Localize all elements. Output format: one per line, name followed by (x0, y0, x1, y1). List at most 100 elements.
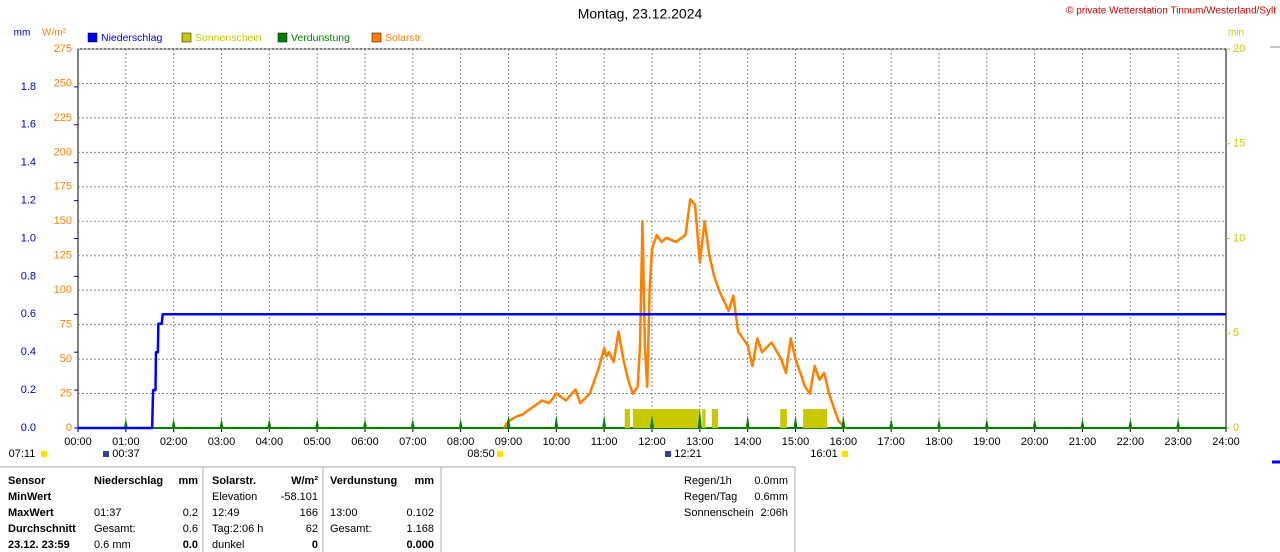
table-cell: 166 (300, 507, 318, 519)
table-cell: Verdunstung (330, 475, 397, 487)
spike (889, 418, 894, 428)
event-icon (103, 451, 109, 457)
x-tick-label: 06:00 (351, 436, 379, 448)
table-cell: Niederschlag (94, 475, 163, 487)
summary-value: 2:06h (760, 507, 788, 519)
table-cell: 0.6 (183, 523, 198, 535)
spike (123, 418, 128, 428)
summary-label: Regen/1h (684, 475, 732, 487)
spike (410, 418, 415, 428)
x-tick-label: 16:00 (830, 436, 858, 448)
x-tick-label: 18:00 (925, 436, 953, 448)
x-tick-label: 22:00 (1117, 436, 1145, 448)
table-cell: 23.12. 23:59 (8, 539, 70, 551)
table-cell: mm (414, 475, 434, 487)
x-tick-label: 17:00 (877, 436, 905, 448)
legend-label: Solarstr. (385, 32, 424, 44)
x-tick-label: 00:00 (64, 436, 92, 448)
spike (793, 414, 798, 428)
sun-bar (803, 409, 828, 428)
table-cell: mm (178, 475, 198, 487)
y3-tick-label: 0 (1233, 422, 1239, 434)
y3-tick-label: 10 (1233, 232, 1245, 244)
legend-label: Sonnenschein (195, 32, 262, 44)
x-tick-label: 07:00 (399, 436, 427, 448)
summary-label: Sonnenschein (684, 507, 754, 519)
event-icon (842, 451, 848, 457)
y2-tick-label: 100 (54, 284, 72, 296)
sun-bar (711, 409, 719, 428)
x-tick-label: 02:00 (160, 436, 188, 448)
credit: © private Wetterstation Tinnum/Westerlan… (1066, 6, 1276, 17)
x-tick-label: 05:00 (303, 436, 331, 448)
y-tick-label: 0.6 (21, 308, 36, 320)
spike (171, 418, 176, 428)
table-cell: MaxWert (8, 507, 54, 519)
y2-tick-label: 150 (54, 215, 72, 227)
y-tick-label: 0.4 (21, 346, 36, 358)
series-line (502, 197, 847, 429)
summary-label: Regen/Tag (684, 491, 737, 503)
y2-unit: W/m² (42, 28, 67, 39)
legend-label: Verdunstung (291, 32, 350, 44)
spike (315, 418, 320, 428)
legend-swatch (371, 32, 382, 43)
x-tick-label: 11:00 (591, 436, 618, 448)
y-tick-label: 1.0 (21, 232, 36, 244)
table-cell: 12:49 (212, 507, 240, 519)
spike (219, 418, 224, 428)
spike (745, 414, 750, 428)
table-cell: W/m² (291, 475, 318, 487)
table-cell: MinWert (8, 491, 52, 503)
table-cell: Elevation (212, 491, 257, 503)
table-cell: Durchschnitt (8, 523, 76, 535)
legend-swatch (87, 32, 98, 43)
sun-bar (702, 409, 706, 428)
y2-tick-label: 225 (54, 112, 72, 124)
table-cell: 0.0 (183, 539, 198, 551)
table-cell: 0 (312, 539, 318, 551)
table-cell: Solarstr. (212, 475, 256, 487)
x-tick-label: 23:00 (1164, 436, 1192, 448)
y2-tick-label: 25 (60, 387, 72, 399)
spike (554, 414, 559, 428)
table-cell: -58.101 (281, 491, 318, 503)
event-time: 08:50 (467, 448, 495, 460)
y2-tick-label: 0 (66, 422, 72, 434)
table-cell: 0.102 (406, 507, 434, 519)
event-time: 16:01 (810, 448, 838, 460)
y3-tick-label: 20 (1233, 43, 1245, 55)
y3-tick-label: 5 (1233, 327, 1239, 339)
table-cell: 62 (306, 523, 318, 535)
sun-bar (780, 409, 787, 428)
spike (1176, 418, 1181, 428)
spike (650, 414, 654, 428)
event-time: 12:21 (674, 448, 702, 460)
x-tick-label: 03:00 (208, 436, 236, 448)
x-tick-label: 09:00 (495, 436, 523, 448)
spike (841, 414, 846, 428)
y2-tick-label: 200 (54, 146, 72, 158)
y2-tick-label: 75 (60, 319, 72, 331)
spike (506, 414, 511, 428)
table-cell: Gesamt: (94, 523, 136, 535)
y-tick-label: 1.2 (21, 195, 36, 207)
table-cell: Gesamt: (330, 523, 372, 535)
table-cell: 1.168 (406, 523, 434, 535)
y-tick-label: 0.0 (21, 422, 36, 434)
x-tick-label: 20:00 (1021, 436, 1049, 448)
sun-bar (624, 409, 630, 428)
spike (602, 414, 607, 428)
spike (697, 408, 702, 428)
x-tick-label: 24:00 (1212, 436, 1240, 448)
legend-swatch (181, 32, 192, 43)
summary-value: 0.6mm (754, 491, 788, 503)
event-icon (41, 451, 47, 457)
table-cell: 0.000 (406, 539, 434, 551)
spike (267, 418, 272, 428)
x-tick-label: 10:00 (543, 436, 571, 448)
event-time: 00:37 (112, 448, 140, 460)
legend-label: Niederschlag (101, 32, 162, 44)
